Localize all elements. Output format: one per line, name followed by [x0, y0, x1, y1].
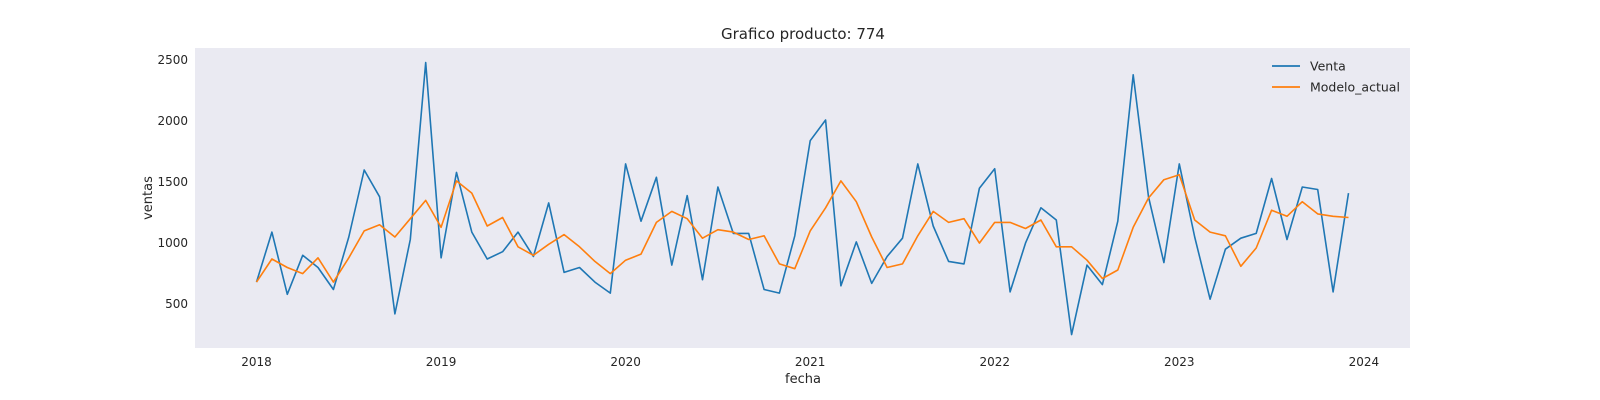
x-tick-label: 2024 — [1349, 355, 1380, 369]
x-tick-label: 2023 — [1164, 355, 1195, 369]
legend: Venta Modelo_actual — [1272, 59, 1400, 95]
x-tick-label: 2018 — [241, 355, 272, 369]
x-axis: 2018 2019 2020 2021 2022 2023 2024 — [241, 355, 1379, 369]
series-line-0 — [255, 61, 1350, 336]
series-layer — [255, 61, 1350, 336]
y-tick-label: 2500 — [157, 53, 188, 67]
y-tick-label: 500 — [165, 297, 188, 311]
legend-label: Venta — [1310, 59, 1346, 74]
chart-title: Grafico producto: 774 — [721, 25, 885, 43]
legend-label: Modelo_actual — [1310, 80, 1400, 95]
x-axis-label: fecha — [785, 372, 821, 387]
x-tick-label: 2022 — [979, 355, 1010, 369]
y-axis: 500 1000 1500 2000 2500 — [157, 53, 188, 311]
y-axis-label: ventas — [141, 176, 156, 220]
y-tick-label: 1000 — [157, 236, 188, 250]
x-tick-label: 2021 — [795, 355, 826, 369]
y-tick-label: 2000 — [157, 114, 188, 128]
x-tick-label: 2020 — [610, 355, 641, 369]
y-tick-label: 1500 — [157, 175, 188, 189]
x-tick-label: 2019 — [426, 355, 457, 369]
series-line-1 — [255, 174, 1349, 283]
plot-area — [195, 48, 1410, 348]
